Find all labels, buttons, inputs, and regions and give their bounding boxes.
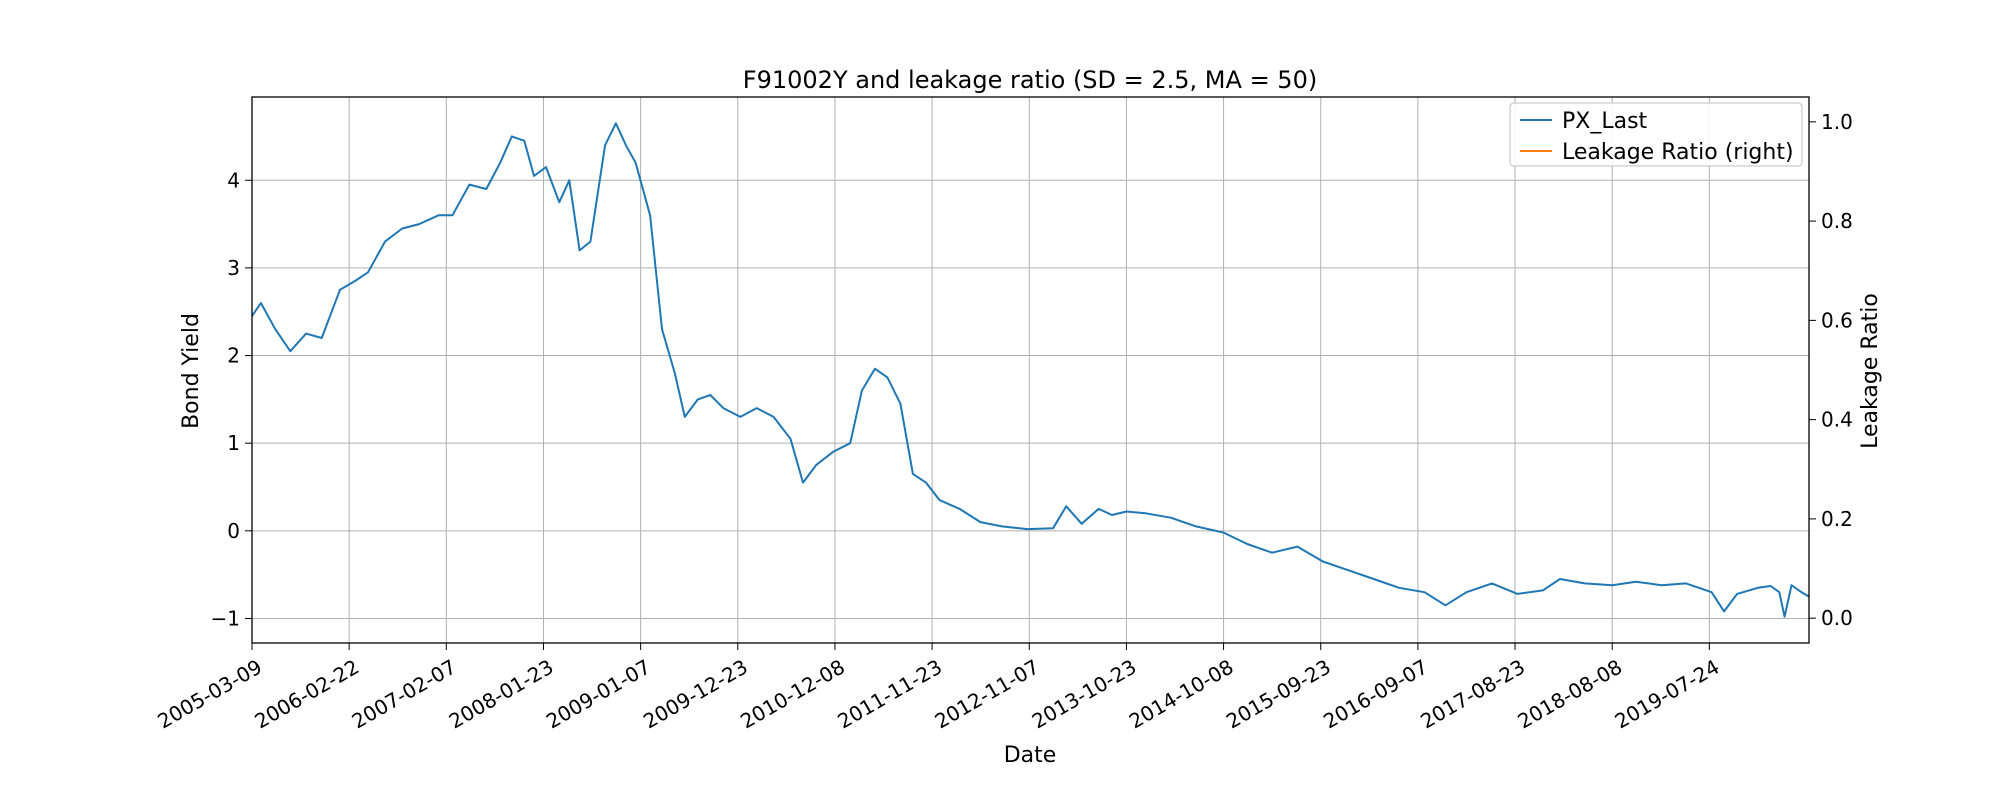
y-axis-left-title: Bond Yield (179, 313, 204, 429)
y-axis-right-ticks: 0.0 0.2 0.4 0.6 0.8 1.0 (1809, 110, 1853, 630)
series-layer (251, 122, 1810, 618)
y-tick-label: 3 (227, 256, 240, 280)
y2-tick-label: 1.0 (1821, 110, 1853, 134)
x-axis-title: Date (1004, 743, 1057, 768)
y-tick-label: −1 (211, 606, 240, 630)
y-tick-label: 0 (227, 519, 240, 543)
legend-box (1509, 102, 1803, 167)
y2-tick-label: 0.6 (1821, 308, 1853, 332)
chart-title: F91002Y and leakage ratio (SD = 2.5, MA … (743, 66, 1317, 94)
plot-frame (251, 96, 1810, 644)
legend-label-px-last: PX_Last (1562, 109, 1648, 134)
series-line-px-last (251, 122, 1810, 618)
y2-tick-label: 0.4 (1821, 408, 1853, 432)
legend: PX_Last Leakage Ratio (right) (1509, 102, 1803, 167)
y-axis-left-ticks: −1 0 1 2 3 4 (211, 168, 252, 630)
y-tick-label: 2 (227, 344, 240, 368)
y-tick-label: 1 (227, 431, 240, 455)
y2-tick-label: 0.8 (1821, 209, 1853, 233)
y-tick-label: 4 (227, 168, 240, 192)
grid-lines (251, 97, 1809, 643)
legend-label-leakage-ratio: Leakage Ratio (right) (1562, 140, 1794, 165)
y2-tick-label: 0.2 (1821, 507, 1853, 531)
y2-tick-label: 0.0 (1821, 606, 1853, 630)
y-axis-right-title: Leakage Ratio (1858, 293, 1883, 449)
